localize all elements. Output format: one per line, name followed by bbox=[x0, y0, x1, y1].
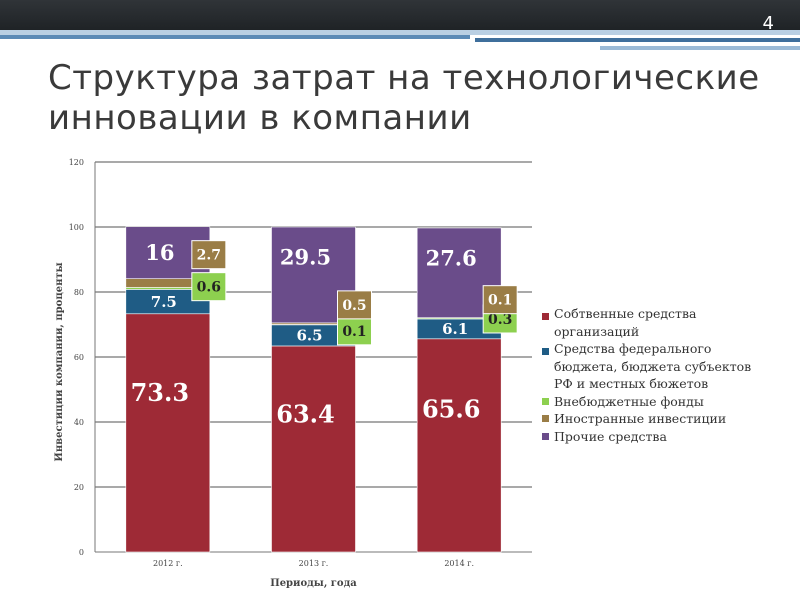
chart-legend: Собтвенные средства организаций Средства ф… bbox=[542, 305, 792, 445]
header-stripe bbox=[0, 30, 800, 35]
data-label: 16 bbox=[145, 240, 174, 265]
data-label: 0.3 bbox=[488, 312, 512, 328]
bar-segment bbox=[416, 338, 502, 553]
y-tick-label: 100 bbox=[69, 223, 84, 232]
legend-swatch bbox=[542, 313, 549, 320]
y-tick-label: 60 bbox=[74, 353, 84, 362]
legend-entry: Внебюджетные фонды bbox=[542, 393, 792, 411]
header-stripe bbox=[0, 35, 470, 39]
data-label-box bbox=[191, 240, 227, 270]
legend-swatch bbox=[542, 432, 549, 440]
data-label: 27.6 bbox=[426, 245, 477, 270]
legend-label: Прочие средства bbox=[554, 428, 667, 444]
legend-label: РФ и местных бюжетов bbox=[554, 376, 709, 391]
header-stripe bbox=[475, 38, 800, 42]
data-label: 6.1 bbox=[442, 320, 468, 338]
bar-segment bbox=[271, 345, 356, 553]
data-label: 29.5 bbox=[280, 244, 331, 269]
y-axis-title: Инвестиции компании, проценты bbox=[54, 262, 65, 461]
y-tick-label: 20 bbox=[74, 483, 84, 492]
legend-entry: Иностранные инвестиции bbox=[542, 410, 792, 428]
legend-label: Внебюджетные фонды bbox=[554, 393, 704, 409]
legend-entry: Собтвенные средства организаций bbox=[542, 305, 792, 340]
data-label: 65.6 bbox=[422, 395, 480, 424]
y-tick-label: 40 bbox=[74, 418, 84, 427]
x-tick-label: 2012 г. bbox=[153, 559, 183, 568]
slide-number: 4 bbox=[762, 13, 774, 34]
header-stripe bbox=[600, 46, 800, 50]
data-label-box bbox=[337, 290, 372, 320]
legend-label: бюджета, бюджета субъектов bbox=[554, 358, 752, 374]
slide-title: Структура затрат на технологические инно… bbox=[48, 58, 760, 138]
y-tick-label: 0 bbox=[79, 548, 84, 557]
data-label: 63.4 bbox=[276, 399, 334, 428]
y-tick-label: 80 bbox=[74, 288, 84, 297]
data-label-box bbox=[191, 272, 227, 302]
data-label: 0.6 bbox=[197, 280, 221, 296]
data-label-box bbox=[482, 285, 518, 315]
legend-label: Иностранные инвестиции bbox=[554, 411, 727, 426]
legend-entry: Прочие средства bbox=[542, 428, 792, 446]
legend-entry: Средства федерального бюджета, бюджета су… bbox=[542, 340, 792, 393]
legend-swatch bbox=[542, 397, 549, 405]
data-label: 0.5 bbox=[342, 298, 366, 314]
data-label: 7.5 bbox=[151, 293, 177, 311]
header-band bbox=[0, 0, 800, 30]
data-label: 6.5 bbox=[296, 327, 322, 345]
legend-swatch bbox=[542, 348, 549, 355]
x-tick-label: 2014 г. bbox=[444, 559, 474, 568]
legend-label: Собтвенные средства bbox=[554, 306, 697, 321]
legend-swatch bbox=[542, 415, 549, 422]
data-label: 0.1 bbox=[488, 293, 512, 309]
legend-label: организаций bbox=[554, 323, 640, 339]
y-tick-label: 120 bbox=[69, 158, 84, 167]
x-axis-title: Периоды, года bbox=[270, 578, 357, 589]
data-label: 0.1 bbox=[342, 324, 366, 340]
data-label: 73.3 bbox=[131, 378, 189, 407]
bar-segment bbox=[125, 313, 211, 553]
data-label: 2.7 bbox=[197, 248, 221, 264]
legend-label: Средства федерального bbox=[554, 341, 712, 356]
data-label-box bbox=[337, 316, 372, 346]
x-tick-label: 2013 г. bbox=[299, 559, 329, 568]
